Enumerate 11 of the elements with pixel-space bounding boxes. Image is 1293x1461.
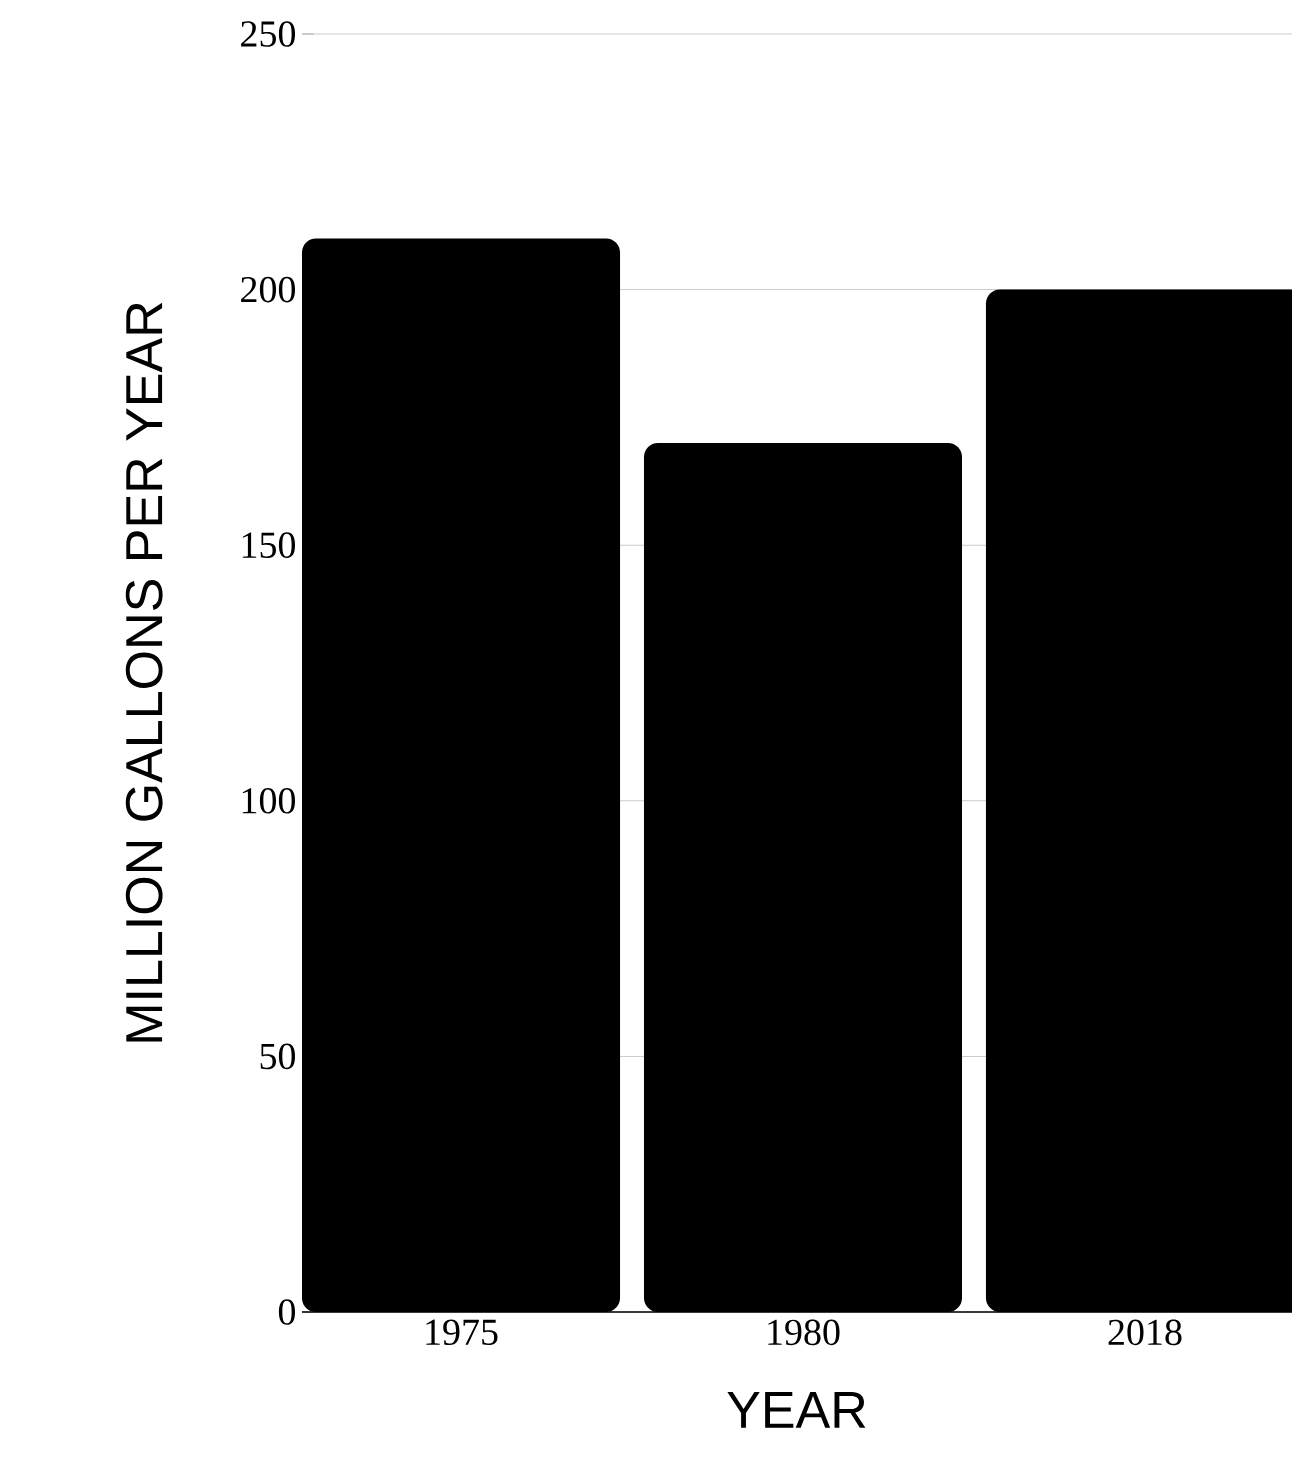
y-tick-label: 0 [279, 1299, 296, 1325]
x-tick-label: 2018 [1108, 1319, 1182, 1346]
y-tick-label: 100 [242, 787, 296, 814]
y-tick-label: 250 [241, 21, 296, 47]
y-tick-label: 150 [242, 532, 296, 559]
x-axis-title: YEAR [727, 1392, 866, 1428]
y-tick-label: 200 [241, 276, 296, 303]
y-axis-title: MILLION GALLONS PER YEAR [125, 302, 163, 1042]
x-tick-label: 1975 [426, 1319, 498, 1346]
y-tick-label: 50 [260, 1043, 296, 1070]
x-tick-label: 1980 [768, 1319, 840, 1346]
